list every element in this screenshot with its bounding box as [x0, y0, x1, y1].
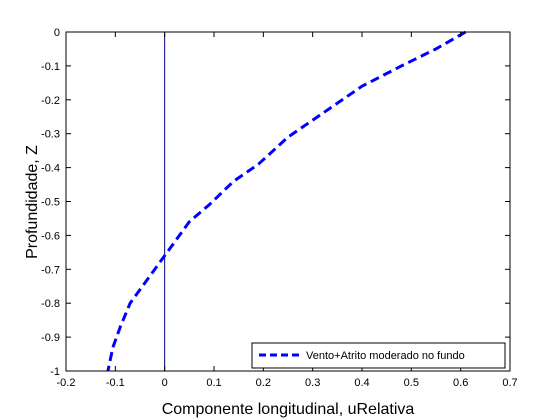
- y-tick-label: -0.7: [41, 264, 60, 276]
- x-tick-label: 0.4: [354, 377, 369, 389]
- x-tick-label: -0.1: [106, 377, 125, 389]
- x-tick-label: 0.6: [453, 377, 468, 389]
- y-tick-label: 0: [54, 27, 60, 39]
- x-tick-label: 0.5: [404, 377, 419, 389]
- y-tick-label: -0.1: [41, 61, 60, 73]
- y-tick-label: -0.6: [41, 230, 60, 242]
- x-tick-label: 0.2: [256, 377, 271, 389]
- y-tick-label: -0.5: [41, 197, 60, 209]
- x-tick-label: 0.3: [305, 377, 320, 389]
- x-tick-label: 0.7: [502, 377, 517, 389]
- legend-label: Vento+Atrito moderado no fundo: [306, 350, 465, 362]
- plot-area: [66, 32, 510, 371]
- y-tick-label: -0.9: [41, 332, 60, 344]
- x-axis-title: Componente longitudinal, uRelativa: [162, 401, 415, 418]
- y-tick-label: -0.8: [41, 298, 60, 310]
- x-tick-label: 0: [162, 377, 168, 389]
- legend: Vento+Atrito moderado no fundo: [252, 343, 505, 368]
- x-tick-label: 0.1: [206, 377, 221, 389]
- y-tick-label: -0.2: [41, 95, 60, 107]
- y-tick-label: -1: [50, 366, 60, 378]
- y-tick-label: -0.3: [41, 129, 60, 141]
- x-tick-label: -0.2: [57, 377, 76, 389]
- y-tick-label: -0.4: [41, 163, 60, 175]
- y-axis-title: Profundidade, Z: [24, 145, 41, 259]
